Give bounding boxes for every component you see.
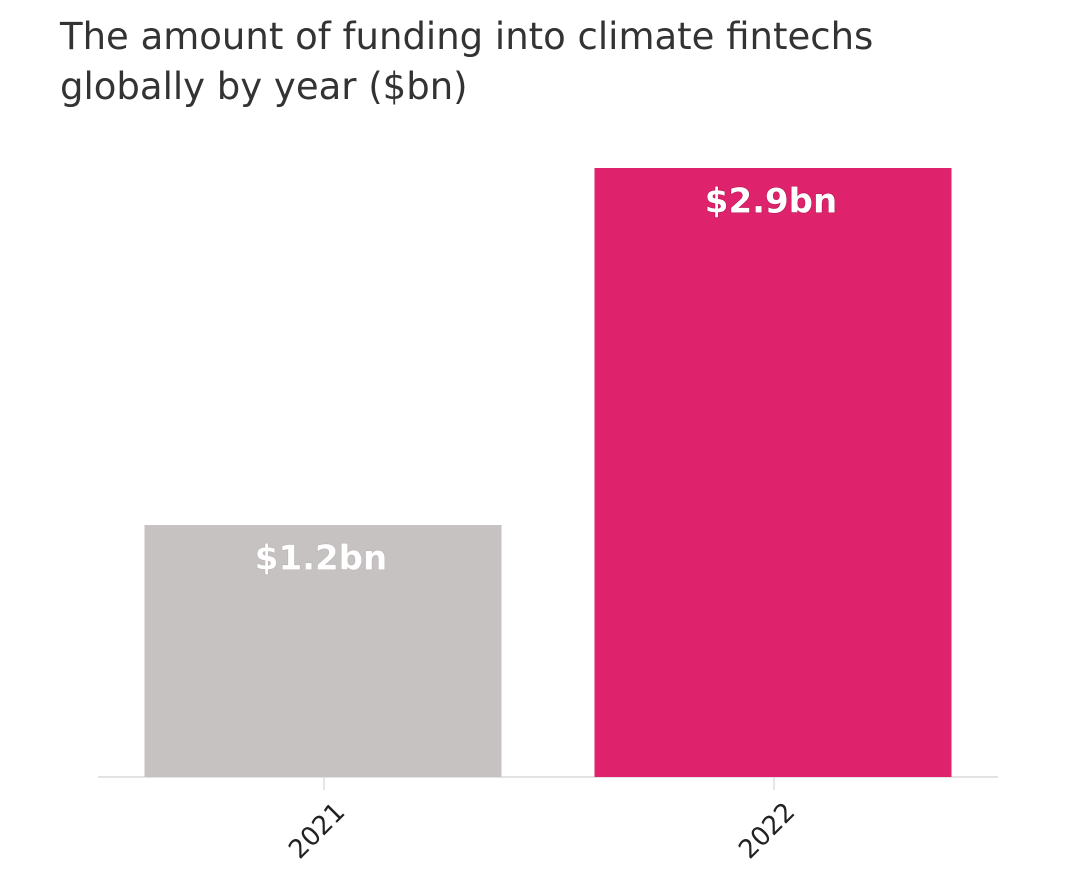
bar (144, 525, 502, 777)
value-label: $2.9bn (705, 182, 837, 222)
bar (594, 168, 952, 777)
value-label: $1.2bn (255, 539, 387, 579)
x-tick-label: 2022 (733, 797, 801, 865)
chart-title: The amount of funding into climate finte… (60, 15, 874, 108)
x-tick-label: 2021 (283, 797, 351, 865)
